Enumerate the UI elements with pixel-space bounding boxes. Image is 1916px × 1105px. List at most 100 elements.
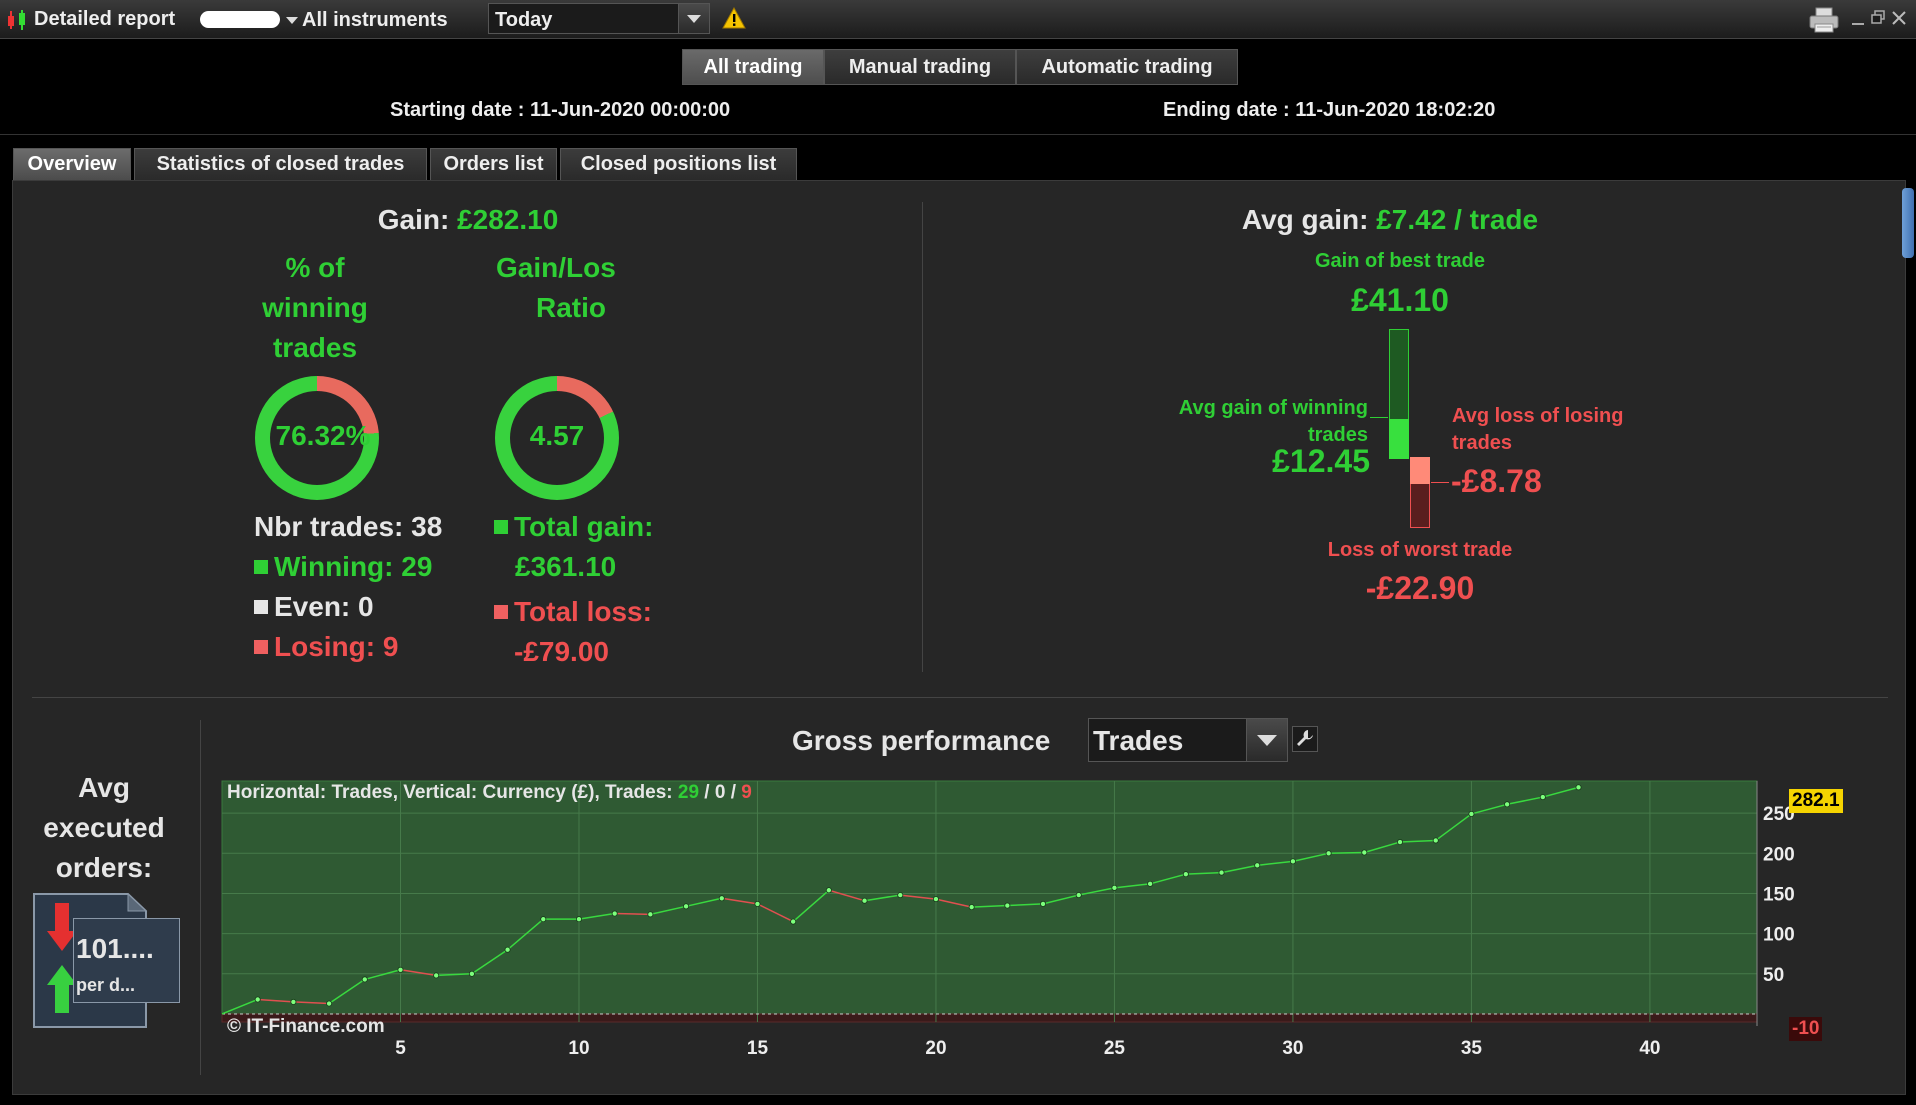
ratio-label-1-text: Gain/Los bbox=[496, 252, 616, 283]
avg-win-label-2: trades bbox=[1307, 424, 1368, 446]
data-point bbox=[1040, 900, 1047, 907]
chart-info-lose: 9 bbox=[741, 782, 752, 803]
close-icon[interactable] bbox=[1890, 8, 1908, 28]
chevron-down-icon bbox=[687, 15, 701, 23]
losing-count-text: Losing: 9 bbox=[274, 631, 399, 662]
perf-mode-arrow-button[interactable] bbox=[1246, 719, 1287, 761]
tab-closed-positions-list[interactable]: Closed positions list bbox=[560, 148, 797, 180]
avg-win-label: Avg gain of winning trades bbox=[1130, 395, 1368, 449]
watermark: © IT-Finance.com bbox=[227, 1016, 385, 1037]
data-point bbox=[254, 996, 261, 1003]
gain-value: £282.10 bbox=[457, 204, 559, 235]
x-tick-label: 5 bbox=[395, 1038, 406, 1059]
chart-negative-area bbox=[221, 1013, 1758, 1023]
scrollbar-thumb[interactable] bbox=[1902, 188, 1914, 258]
chart-info: Horizontal: Trades, Vertical: Currency (… bbox=[227, 782, 752, 804]
series-segment-gain bbox=[1078, 887, 1115, 896]
chart-info-prefix: Horizontal: Trades, Vertical: Currency (… bbox=[227, 782, 673, 803]
data-point bbox=[1361, 849, 1368, 856]
data-point bbox=[861, 897, 868, 904]
series-segment-gain bbox=[971, 904, 1008, 908]
avg-gain-heading: Avg gain: £7.42 / trade bbox=[1180, 204, 1600, 236]
data-point bbox=[1539, 794, 1546, 801]
losing-count: Losing: 9 bbox=[254, 631, 398, 663]
tab-statistics-closed-trades[interactable]: Statistics of closed trades bbox=[134, 148, 427, 180]
tab-orders-list[interactable]: Orders list bbox=[430, 148, 557, 180]
data-point bbox=[1575, 784, 1582, 791]
chart-positive-area bbox=[221, 780, 1758, 1015]
total-loss-label: Total loss: bbox=[494, 596, 652, 628]
winning-count-text: Winning: 29 bbox=[274, 551, 433, 582]
mode-all-trading-button[interactable]: All trading bbox=[682, 49, 824, 85]
ratio-label-2: Ratio bbox=[536, 292, 606, 323]
x-tick-label: 25 bbox=[1104, 1038, 1126, 1059]
tab-overview[interactable]: Overview bbox=[13, 148, 131, 180]
winning-swatch bbox=[254, 560, 268, 574]
avg-loss-label: Avg loss of losing trades bbox=[1452, 403, 1692, 457]
warning-icon[interactable] bbox=[722, 6, 746, 29]
y-tick-label: 150 bbox=[1763, 884, 1795, 905]
series-segment-gain bbox=[1328, 851, 1365, 855]
series-segment-loss bbox=[721, 897, 758, 905]
series-segment-loss bbox=[257, 998, 294, 1003]
data-point bbox=[1468, 810, 1475, 817]
nbr-trades: Nbr trades: 38 bbox=[254, 511, 443, 542]
x-tick-label: 10 bbox=[568, 1038, 589, 1059]
series-segment-gain bbox=[1471, 803, 1508, 815]
x-tick-label: 35 bbox=[1461, 1038, 1483, 1059]
mode-manual-trading-button[interactable]: Manual trading bbox=[824, 49, 1016, 85]
series-segment-loss bbox=[935, 898, 972, 908]
wrench-icon[interactable] bbox=[1292, 726, 1318, 752]
perf-mode-dropdown[interactable]: Trades bbox=[1088, 718, 1288, 762]
instruments-dropdown[interactable]: All instruments bbox=[286, 4, 476, 34]
instruments-label: All instruments bbox=[302, 9, 448, 31]
avg-gain-bar bbox=[1389, 419, 1409, 459]
chart-info-sep1: / bbox=[704, 782, 710, 803]
series-segment-gain bbox=[436, 973, 472, 977]
data-point bbox=[1004, 902, 1011, 909]
data-point bbox=[575, 916, 582, 923]
series-segment-loss bbox=[900, 894, 937, 900]
avg-win-pointer bbox=[1370, 417, 1388, 418]
data-point bbox=[1432, 837, 1439, 844]
total-gain-swatch bbox=[494, 520, 508, 534]
even-count: Even: 0 bbox=[254, 591, 374, 623]
winning-count: Winning: 29 bbox=[254, 551, 432, 583]
series-segment-gain bbox=[1506, 796, 1543, 806]
restore-icon[interactable] bbox=[1870, 8, 1886, 28]
series-segment-gain bbox=[471, 949, 509, 975]
avg-gain-label: Avg gain: bbox=[1241, 204, 1369, 235]
data-point bbox=[468, 970, 475, 977]
perf-mode-value: Trades bbox=[1093, 725, 1184, 756]
pct-winning-label-1: % of bbox=[285, 252, 345, 283]
y-tick-label: 100 bbox=[1763, 925, 1795, 946]
worst-trade-label: Loss of worst trade bbox=[1327, 539, 1513, 561]
data-point bbox=[1289, 858, 1296, 865]
data-point bbox=[968, 904, 975, 911]
pct-winning-donut: 76.32% bbox=[255, 376, 379, 500]
date-range-select[interactable]: Today bbox=[488, 3, 710, 34]
chevron-down-icon bbox=[1257, 735, 1277, 746]
section-divider-horizontal bbox=[32, 697, 1888, 698]
even-count-text: Even: 0 bbox=[274, 591, 374, 622]
date-range-arrow-button[interactable] bbox=[678, 4, 709, 33]
avg-gain-value: £7.42 / trade bbox=[1376, 204, 1539, 235]
series-segment-gain bbox=[1435, 813, 1472, 842]
printer-icon[interactable] bbox=[1808, 6, 1840, 34]
total-gain-value: £361.10 bbox=[515, 551, 617, 582]
avg-loss-bar bbox=[1410, 457, 1430, 484]
series-segment-gain bbox=[650, 905, 687, 916]
executed-orders-label: Avg executed orders: bbox=[30, 768, 178, 888]
executed-orders-value-card: 101.... per d... bbox=[73, 918, 180, 1003]
chart-info-sep2: / bbox=[730, 782, 736, 803]
section-divider-vertical bbox=[922, 202, 923, 672]
series-segment-gain bbox=[328, 978, 366, 1005]
minimize-icon[interactable] bbox=[1850, 8, 1866, 28]
mode-automatic-trading-button[interactable]: Automatic trading bbox=[1016, 49, 1238, 85]
total-loss-value: -£79.00 bbox=[514, 636, 609, 667]
x-tick-label: 20 bbox=[925, 1038, 946, 1059]
even-swatch bbox=[254, 600, 268, 614]
total-loss-label-text: Total loss: bbox=[514, 596, 652, 627]
x-tick-label: 30 bbox=[1282, 1038, 1303, 1059]
series-segment-gain bbox=[1292, 852, 1329, 863]
